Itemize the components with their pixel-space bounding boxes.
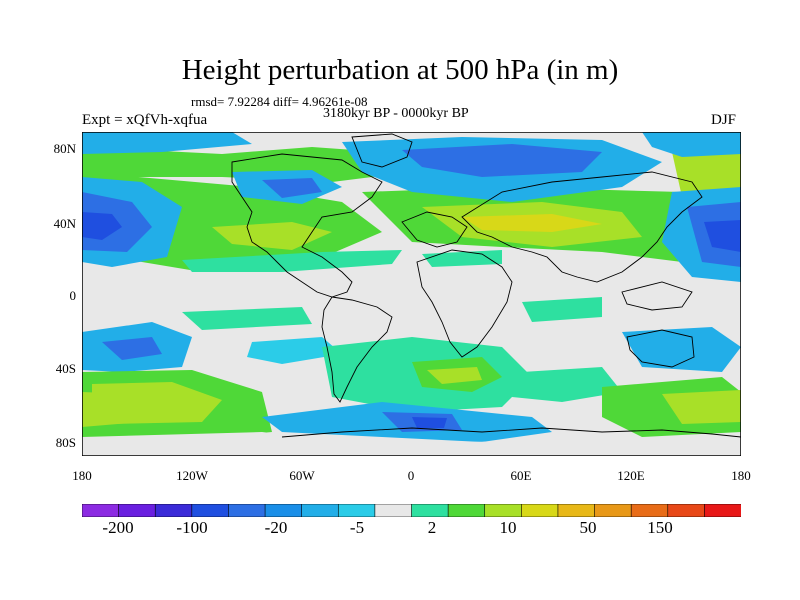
period-text: 3180kyr BP - 0000kyr BP xyxy=(323,106,469,121)
lon-tick-label: 120W xyxy=(176,468,208,483)
lon-tick-label: 0 xyxy=(407,468,415,483)
plot-title: Height perturbation at 500 hPa (in m) xyxy=(181,54,619,86)
lat-tick-label: 40S xyxy=(55,361,76,376)
colorbar-label: -100 xyxy=(176,518,208,537)
colorbar-swatch xyxy=(154,504,193,517)
colorbar-swatch xyxy=(82,504,120,517)
lon-tick-label: 120E xyxy=(617,468,645,483)
colorbar-label: -5 xyxy=(349,518,365,537)
lat-tick-label: 80S xyxy=(55,435,76,450)
lat-tick-label: 0 xyxy=(69,288,77,303)
colorbar-swatch xyxy=(228,504,266,517)
lon-tick-label: 60W xyxy=(289,468,315,483)
colorbar-label: 2 xyxy=(427,518,437,537)
colorbar-swatch xyxy=(337,504,376,517)
colorbar-swatch xyxy=(630,504,669,517)
colorbar-swatch xyxy=(667,504,705,517)
stats-text: rmsd= 7.92284 diff= 4.96261e-08 xyxy=(191,94,368,109)
colorbar-label: 10 xyxy=(499,518,517,537)
colorbar-swatch xyxy=(521,504,559,517)
colorbar-swatch xyxy=(557,504,596,517)
lat-tick-label: 40N xyxy=(53,216,76,231)
lon-tick-label: 180 xyxy=(72,468,92,483)
colorbar-swatch xyxy=(118,504,156,517)
colorbar-label: -20 xyxy=(264,518,288,537)
colorbar-swatch xyxy=(301,504,339,517)
colorbar-label: 50 xyxy=(579,518,597,537)
colorbar-swatch xyxy=(191,504,230,517)
colorbar-label: -200 xyxy=(102,518,134,537)
lon-tick-label: 180 xyxy=(731,468,751,483)
colorbar-swatch xyxy=(411,504,449,517)
coastlines xyxy=(231,133,741,438)
lat-tick-label: 80N xyxy=(53,141,76,156)
colorbar-label: 150 xyxy=(647,518,673,537)
lon-tick-label: 60E xyxy=(510,468,532,483)
season-label: DJF xyxy=(711,112,737,128)
colorbar xyxy=(82,504,741,517)
colorbar-swatch xyxy=(447,504,486,517)
colorbar-swatch xyxy=(484,504,522,517)
colorbar-swatch xyxy=(264,504,303,517)
field-contours xyxy=(82,132,741,456)
experiment-label: Expt = xQfVh-xqfua xyxy=(82,112,208,128)
colorbar-swatch xyxy=(704,504,741,517)
colorbar-swatch xyxy=(594,504,632,517)
colorbar-swatch xyxy=(374,504,413,517)
contour-map xyxy=(82,132,741,456)
